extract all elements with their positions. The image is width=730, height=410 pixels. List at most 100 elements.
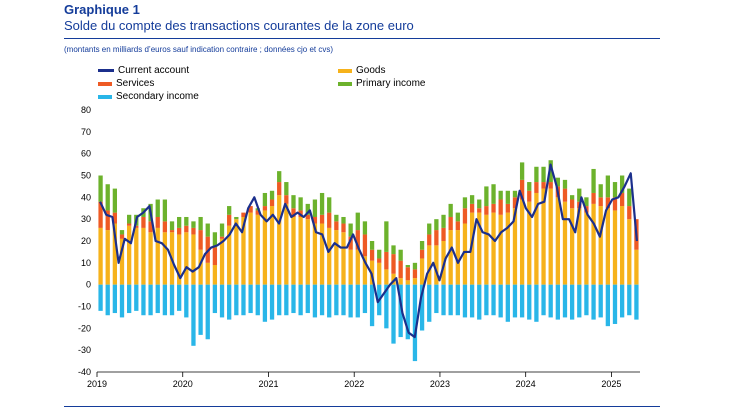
bar-primary <box>177 216 182 228</box>
chart-title: Solde du compte des transactions courant… <box>64 18 414 33</box>
bar-services <box>398 260 403 279</box>
bar-goods <box>327 227 332 285</box>
bar-services <box>219 236 225 239</box>
bar-secondary <box>191 284 196 346</box>
y-tick-label: -20 <box>78 323 91 333</box>
bar-primary <box>405 265 410 268</box>
legend-line-swatch <box>98 69 114 72</box>
y-tick-label: 10 <box>81 258 91 268</box>
bar-goods <box>219 238 225 285</box>
legend-label: Primary income <box>356 78 426 89</box>
bar-primary <box>98 175 103 202</box>
x-tick-label: 2021 <box>258 379 278 389</box>
bar-services <box>155 216 160 228</box>
bar-primary <box>605 175 610 198</box>
bar-secondary <box>219 284 225 318</box>
bar-primary <box>541 166 546 183</box>
bar-secondary <box>169 284 175 316</box>
bar-goods <box>384 269 389 285</box>
bar-goods <box>119 238 125 285</box>
bar-primary <box>127 214 132 224</box>
bar-goods <box>469 212 475 285</box>
bar-services <box>341 223 346 233</box>
x-tick-label: 2024 <box>516 379 536 389</box>
bar-goods <box>548 188 553 285</box>
bar-primary <box>305 203 310 215</box>
y-tick-label: -30 <box>78 345 91 355</box>
bar-primary <box>412 262 418 270</box>
bar-services <box>405 267 410 281</box>
bar-goods <box>227 225 232 285</box>
bar-goods <box>541 188 546 285</box>
bar-goods <box>405 280 410 285</box>
bar-primary <box>427 223 432 235</box>
bar-goods <box>562 201 568 285</box>
bar-services <box>377 258 382 263</box>
bar-goods <box>284 203 289 285</box>
bar-secondary <box>548 284 553 318</box>
bar-primary <box>262 192 268 207</box>
bar-goods <box>519 199 525 285</box>
bar-primary <box>105 184 110 211</box>
bar-goods <box>312 223 318 285</box>
bar-secondary <box>512 284 518 318</box>
bar-secondary <box>555 284 560 320</box>
bar-services <box>627 206 632 220</box>
bar-secondary <box>391 284 396 344</box>
bar-primary <box>227 206 232 215</box>
bar-secondary <box>305 284 310 314</box>
bar-primary <box>484 186 489 207</box>
bar-secondary <box>255 284 260 316</box>
y-axis: -40 -30 -20 -10 0 10 20 30 40 50 60 70 80 <box>78 105 91 377</box>
bar-goods <box>555 197 560 285</box>
bar-secondary <box>498 284 503 318</box>
bar-primary <box>205 223 210 237</box>
bar-goods <box>319 223 325 285</box>
bar-services <box>369 249 375 261</box>
bar-goods <box>162 232 168 285</box>
bar-goods <box>377 262 382 285</box>
y-tick-label: -40 <box>78 367 91 377</box>
bar-primary <box>577 188 582 202</box>
bar-primary <box>619 175 625 193</box>
bar-secondary <box>534 284 539 322</box>
bar-goods <box>398 278 403 285</box>
bar-services <box>391 254 396 274</box>
bar-primary <box>527 182 532 191</box>
bar-primary <box>362 221 368 235</box>
bar-primary <box>369 241 375 250</box>
bar-secondary <box>577 284 582 318</box>
y-tick-label: 30 <box>81 214 91 224</box>
bar-primary <box>398 249 403 261</box>
x-tick-label: 2019 <box>87 379 107 389</box>
bar-goods <box>177 234 182 285</box>
bar-goods <box>569 208 575 285</box>
bar-primary <box>519 162 525 180</box>
bar-secondary <box>362 284 368 314</box>
bar-primary <box>448 203 453 217</box>
bar-secondary <box>541 284 546 316</box>
bar-goods <box>391 273 396 285</box>
bar-services <box>312 216 318 224</box>
bar-services <box>491 203 496 213</box>
bar-goods <box>141 227 146 285</box>
bar-services <box>127 223 132 226</box>
bar-services <box>534 182 539 193</box>
bar-primary <box>119 230 125 235</box>
bar-primary <box>191 221 196 228</box>
bar-goods <box>234 219 239 285</box>
bar-goods <box>498 214 503 285</box>
bar-goods <box>477 212 482 285</box>
bar-goods <box>262 210 268 285</box>
bar-primary <box>319 192 325 215</box>
bar-secondary <box>291 284 296 314</box>
bar-secondary <box>634 284 639 320</box>
bar-services <box>212 247 218 266</box>
bar-goods <box>291 216 296 285</box>
legend-secondary-income: Secondary income <box>98 91 199 102</box>
bar-secondary <box>448 284 453 316</box>
bar-secondary <box>205 284 210 340</box>
bar-secondary <box>469 284 475 318</box>
bar-secondary <box>405 284 410 340</box>
